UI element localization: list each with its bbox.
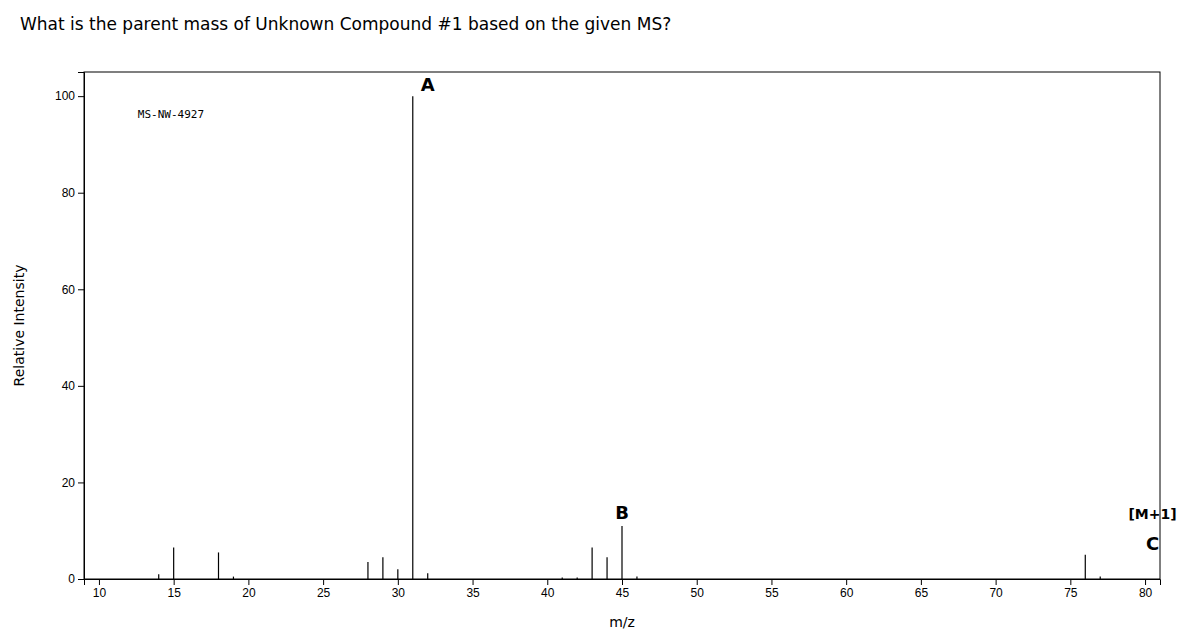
title: What is the parent mass of Unknown Compo… xyxy=(20,14,671,34)
x-tick-label: 70 xyxy=(989,586,1003,600)
y-tick: 100 xyxy=(55,89,84,103)
x-tick-mark xyxy=(248,579,249,585)
y-tick: 20 xyxy=(62,476,84,490)
x-tick-mark xyxy=(174,579,175,585)
y-tick: 0 xyxy=(68,572,84,586)
peak xyxy=(427,573,428,579)
y-tick-label: 0 xyxy=(68,572,75,586)
x-tick: 40 xyxy=(541,579,555,600)
x-tick-mark xyxy=(846,579,847,585)
x-tick-label: 65 xyxy=(915,586,929,600)
y-tick-mark xyxy=(78,289,84,290)
spectrum-label: MS-NW-4927 xyxy=(138,108,204,121)
y-tick: 80 xyxy=(62,186,84,200)
y-tick-mark xyxy=(78,193,84,194)
x-tick-mark xyxy=(771,579,772,585)
peak xyxy=(577,578,578,579)
x-tick-label: 55 xyxy=(765,586,779,600)
annotations: MS-NW-4927 A B [M+1] C xyxy=(138,74,1177,554)
peak xyxy=(562,578,563,579)
y-tick-label: 60 xyxy=(62,283,76,297)
x-tick: 70 xyxy=(989,579,1003,600)
y-tick-mark xyxy=(78,96,84,97)
x-tick: 80 xyxy=(1139,579,1153,600)
x-tick-label: 35 xyxy=(466,586,480,600)
x-tick-label: 75 xyxy=(1064,586,1078,600)
annotation: B xyxy=(615,502,629,523)
annotation: C xyxy=(1146,533,1159,554)
y-axis: 0 20 40 60 80 100 xyxy=(55,73,85,587)
y-axis-line xyxy=(78,73,85,580)
x-tick-mark xyxy=(547,579,548,585)
x-tick-mark xyxy=(921,579,922,585)
x-tick-mark xyxy=(473,579,474,585)
x-tick-label: 30 xyxy=(392,586,406,600)
y-tick: 60 xyxy=(62,283,84,297)
x-tick-mark xyxy=(1070,579,1071,585)
y-tick-mark xyxy=(78,482,84,483)
peak xyxy=(158,574,159,579)
x-tick-label: 50 xyxy=(691,586,705,600)
x-tick: 15 xyxy=(167,579,181,600)
x-tick: 55 xyxy=(765,579,779,600)
y-tick-label: 20 xyxy=(62,476,76,490)
x-tick-label: 60 xyxy=(840,586,854,600)
x-tick: 45 xyxy=(616,579,630,600)
peak xyxy=(218,552,219,579)
x-axis-line xyxy=(85,580,1161,586)
y-tick-mark xyxy=(78,579,84,580)
y-tick-label: 40 xyxy=(62,379,76,393)
x-tick-mark xyxy=(1145,579,1146,585)
x-tick: 35 xyxy=(466,579,480,600)
chart: What is the parent mass of Unknown Compo… xyxy=(0,0,1200,641)
peak xyxy=(233,577,234,579)
y-axis-title: Relative Intensity xyxy=(11,265,27,387)
peaks xyxy=(159,96,1100,579)
x-tick-label: 15 xyxy=(167,586,181,600)
x-tick: 20 xyxy=(242,579,256,600)
x-tick-label: 20 xyxy=(242,586,256,600)
peak xyxy=(636,577,637,579)
x-tick: 50 xyxy=(691,579,705,600)
x-tick: 65 xyxy=(915,579,929,600)
peak xyxy=(173,548,174,579)
peak xyxy=(621,526,622,579)
x-tick-label: 10 xyxy=(93,586,107,600)
plot-frame xyxy=(84,72,1160,579)
x-tick-mark xyxy=(996,579,997,585)
x-tick-label: 45 xyxy=(616,586,630,600)
x-tick: 30 xyxy=(392,579,406,600)
y-tick-label: 80 xyxy=(62,186,76,200)
y-tick: 40 xyxy=(62,379,84,393)
x-tick-label: 80 xyxy=(1139,586,1153,600)
x-tick-label: 25 xyxy=(317,586,331,600)
annotation: [M+1] xyxy=(1128,506,1176,522)
peak xyxy=(382,557,383,579)
x-tick-mark xyxy=(622,579,623,585)
peak xyxy=(367,562,368,579)
peak xyxy=(1100,577,1101,579)
x-tick: 60 xyxy=(840,579,854,600)
peak xyxy=(397,569,398,579)
x-tick-mark xyxy=(323,579,324,585)
peak xyxy=(412,96,413,579)
peak xyxy=(606,557,607,579)
plot: 1015202530354045505560657075800204060801… xyxy=(55,72,1177,600)
y-tick-mark xyxy=(78,386,84,387)
x-tick-mark xyxy=(398,579,399,585)
x-tick: 75 xyxy=(1064,579,1078,600)
x-axis-title: m/z xyxy=(609,614,635,630)
x-axis: 10 15 20 25 30 35 40 45 50 55 60 65 70 75 80 xyxy=(85,579,1161,600)
x-tick-mark xyxy=(697,579,698,585)
y-tick-label: 100 xyxy=(55,89,75,103)
x-tick: 25 xyxy=(317,579,331,600)
x-tick-mark xyxy=(99,579,100,585)
annotation: A xyxy=(421,74,435,95)
peak xyxy=(592,548,593,579)
peak xyxy=(1085,555,1086,579)
x-tick-label: 40 xyxy=(541,586,555,600)
x-tick: 10 xyxy=(93,579,107,600)
